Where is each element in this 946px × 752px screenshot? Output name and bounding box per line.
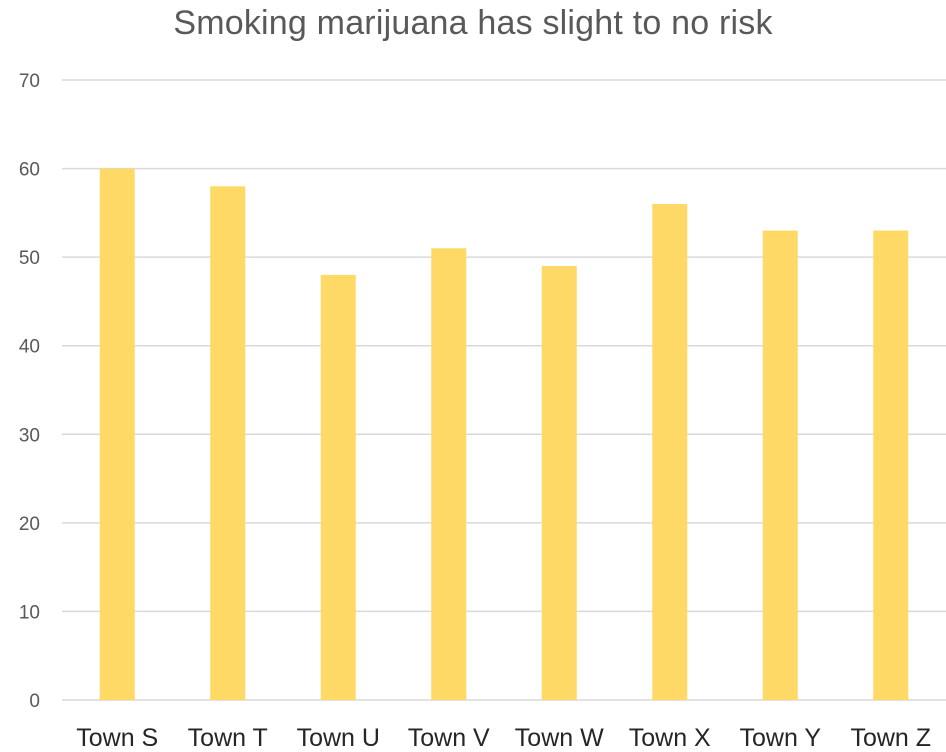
- bar: [873, 230, 909, 701]
- y-tick-label: 60: [19, 160, 40, 181]
- y-tick-label: 0: [29, 691, 40, 712]
- bar: [210, 186, 246, 701]
- chart-title: Smoking marijuana has slight to no risk: [173, 4, 773, 42]
- x-tick-label: Town S: [76, 724, 158, 752]
- x-tick-label: Town V: [408, 724, 490, 752]
- x-tick-label: Town T: [188, 724, 268, 752]
- bar: [762, 230, 798, 701]
- y-tick-label: 70: [19, 71, 40, 92]
- y-tick-label: 20: [19, 514, 40, 535]
- x-tick-label: Town X: [629, 724, 711, 752]
- y-tick-label: 40: [19, 337, 40, 358]
- bar: [652, 204, 688, 700]
- x-tick-label: Town Z: [850, 724, 931, 752]
- y-tick-label: 10: [19, 602, 40, 623]
- x-tick-label: Town W: [515, 724, 604, 752]
- x-tick-label: Town Y: [739, 724, 821, 752]
- y-tick-label: 30: [19, 425, 40, 446]
- bar: [541, 266, 577, 700]
- bar: [320, 274, 356, 700]
- y-tick-label: 50: [19, 248, 40, 269]
- bar: [431, 248, 467, 701]
- x-tick-label: Town U: [297, 724, 380, 752]
- bar: [99, 168, 135, 701]
